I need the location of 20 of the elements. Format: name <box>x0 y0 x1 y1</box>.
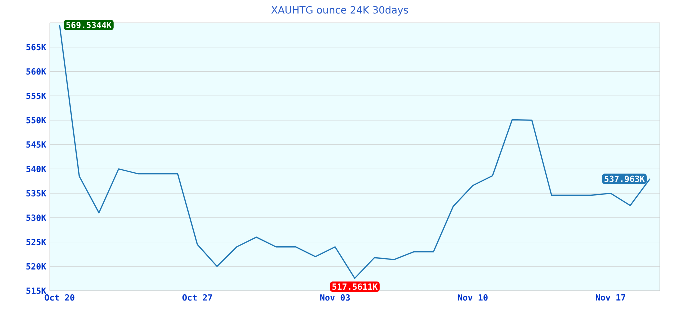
x-tick-label: Oct 27 <box>182 294 212 301</box>
y-tick-label: 530K <box>26 214 46 222</box>
y-tick-label: 535K <box>26 190 46 197</box>
x-tick-label: Nov 17 <box>596 294 626 301</box>
y-tick-label: 525K <box>26 239 46 246</box>
y-tick-label: 520K <box>26 263 46 270</box>
y-tick-label: 565K <box>26 44 46 51</box>
y-tick-label: 540K <box>26 166 46 172</box>
x-tick-label: Nov 03 <box>320 294 350 301</box>
y-tick-label: 515K <box>26 288 46 294</box>
x-tick-label: Nov 10 <box>458 294 488 301</box>
x-tick-label: Oct 20 <box>44 294 75 301</box>
y-tick-label: 550K <box>26 117 46 124</box>
y-tick-label: 545K <box>26 142 46 148</box>
chart-title: XAUHTG ounce 24K 30days <box>272 6 408 16</box>
annotation: 569.5344K <box>66 22 112 28</box>
y-tick-label: 555K <box>26 92 46 100</box>
y-tick-label: 560K <box>26 68 46 75</box>
annotation: 537.963K <box>604 176 645 182</box>
annotation: 517.5611K <box>332 284 378 290</box>
